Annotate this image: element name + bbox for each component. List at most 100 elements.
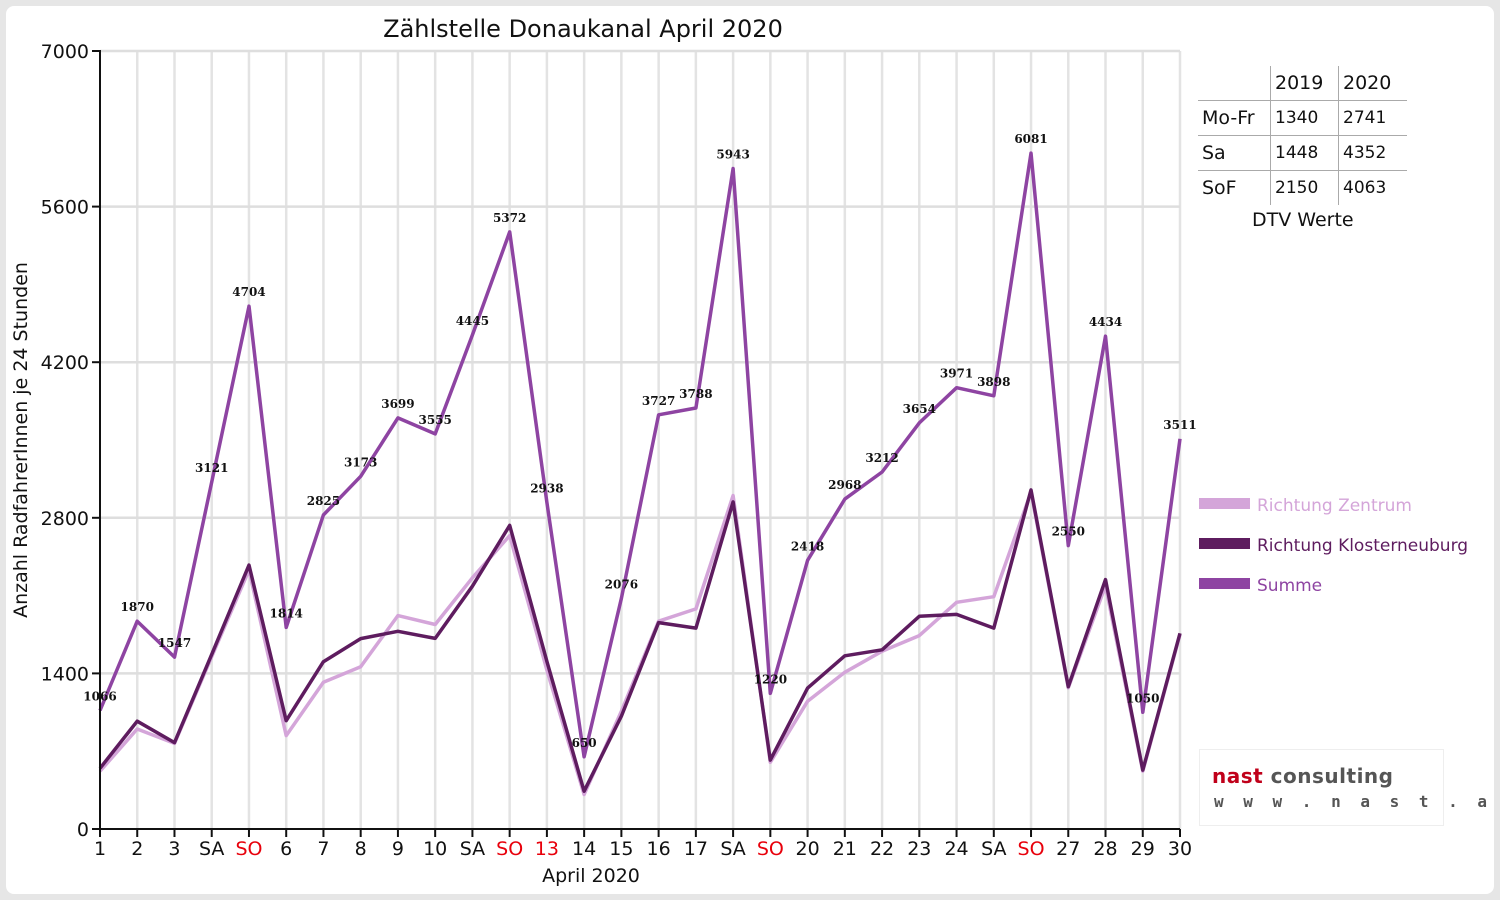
data-label: 3511 [1163,418,1196,432]
x-tick-label: SO [1018,838,1045,860]
dtv-header-empty [1198,66,1271,101]
y-tick-label: 1400 [41,663,89,685]
data-label: 5372 [493,211,526,225]
y-tick-label: 7000 [41,41,89,63]
x-tick-label: 8 [355,838,367,860]
x-tick-label: SA [981,838,1006,860]
data-label: 5943 [716,147,749,161]
x-tick-label: 13 [535,838,559,860]
data-label: 2938 [530,481,563,495]
data-label: 2550 [1052,525,1085,539]
x-axis-title: April 2020 [542,865,640,887]
data-label: 650 [572,736,597,750]
x-tick-label: 28 [1093,838,1117,860]
x-tick-label: 2 [131,838,143,860]
legend: Richtung Zentrum Richtung Klosterneuburg S… [1199,496,1468,596]
x-tick-label: 7 [317,838,329,860]
dtv-table-row: Sa 1448 4352 [1198,135,1407,171]
x-tick-label: 3 [168,838,180,860]
data-label: 1050 [1126,691,1159,705]
dtv-row-label: Sa [1198,135,1271,171]
data-label: 4704 [232,285,265,299]
dtv-table-row: SoF 2150 4063 [1198,170,1407,205]
data-label: 2968 [828,478,861,492]
legend-label: Richtung Zentrum [1257,496,1412,516]
data-label: 2076 [605,577,638,591]
data-label: 3212 [865,451,898,465]
y-axis-title: Anzahl RadfahrerInnen je 24 Stunden [10,262,32,618]
x-tick-label: 30 [1168,838,1192,860]
legend-label: Richtung Klosterneuburg [1257,536,1468,556]
x-tick-label: 16 [647,838,671,860]
dtv-caption: DTV Werte [1252,209,1354,231]
dtv-value-2020: 2741 [1338,100,1407,136]
data-label: 3121 [195,461,228,475]
data-label: 2418 [791,539,824,553]
x-tick-label: 17 [684,838,708,860]
data-label: 3173 [344,455,377,469]
x-tick-label: 10 [423,838,447,860]
legend-swatch [1199,538,1250,549]
logo-word-nast: nast [1212,764,1264,788]
dtv-table-row: Mo-Fr 1340 2741 [1198,100,1407,136]
dtv-value-2019: 2150 [1270,170,1339,205]
dtv-header-2020: 2020 [1338,66,1407,101]
x-tick-label: 1 [94,838,106,860]
data-label: 3699 [381,397,414,411]
legend-swatch [1199,578,1250,589]
dtv-value-2019: 1340 [1270,100,1339,136]
x-tick-label: 22 [870,838,894,860]
legend-swatch [1199,498,1250,509]
dtv-table-header-row: 2019 2020 [1198,66,1407,101]
series-line [98,151,1182,759]
logo-wordmark: nast consulting [1212,764,1393,788]
dtv-row-label: SoF [1202,177,1237,199]
data-label: 3555 [418,413,451,427]
y-tick-label: 2800 [41,508,89,530]
x-tick-label: SO [757,838,784,860]
data-label: 3971 [940,367,973,381]
dtv-value-2020: 4352 [1338,135,1407,171]
x-tick-label: 15 [609,838,633,860]
x-tick-label: SO [235,838,262,860]
dtv-value-2020: 4063 [1338,170,1407,205]
company-logo: nast consulting w w w . n a s t . a t [1200,750,1500,825]
x-tick-label: SA [460,838,485,860]
x-tick-label: 20 [795,838,819,860]
x-tick-label: 6 [280,838,292,860]
series-line [98,488,1182,793]
y-tick-label: 5600 [41,197,89,219]
x-tick-label: 27 [1056,838,1080,860]
x-tick-label: 9 [392,838,404,860]
x-tick-label: 29 [1131,838,1155,860]
chart-title: Zählstelle Donaukanal April 2020 [383,15,783,43]
dtv-row-label: Mo-Fr [1198,100,1271,136]
data-label: 1870 [121,600,154,614]
legend-label: Summe [1257,576,1322,596]
data-label: 2825 [307,494,340,508]
dtv-table: 2019 2020 Mo-Fr 1340 2741 Sa 1448 4352 S… [1198,66,1407,205]
data-label: 6081 [1014,132,1047,146]
data-label: 1220 [754,672,787,686]
y-tick-label: 0 [77,819,89,841]
data-label: 1814 [270,606,303,620]
data-label: 3788 [679,387,712,401]
dtv-header-2019: 2019 [1270,66,1339,101]
data-label: 4434 [1089,315,1122,329]
data-label: 3654 [903,402,936,416]
x-tick-label: 14 [572,838,596,860]
x-tick-label: SA [199,838,224,860]
data-label: 3727 [642,394,675,408]
logo-url: w w w . n a s t . a t [1214,792,1500,811]
x-tick-label: 21 [833,838,857,860]
data-label: 4445 [456,314,489,328]
x-tick-label: 23 [907,838,931,860]
x-tick-label: 24 [944,838,968,860]
logo-word-consulting: consulting [1270,764,1394,788]
data-label: 3898 [977,375,1010,389]
dtv-value-2019: 1448 [1270,135,1339,171]
y-tick-label: 4200 [41,352,89,374]
x-tick-label: SA [720,838,745,860]
data-label: 1547 [158,636,191,650]
